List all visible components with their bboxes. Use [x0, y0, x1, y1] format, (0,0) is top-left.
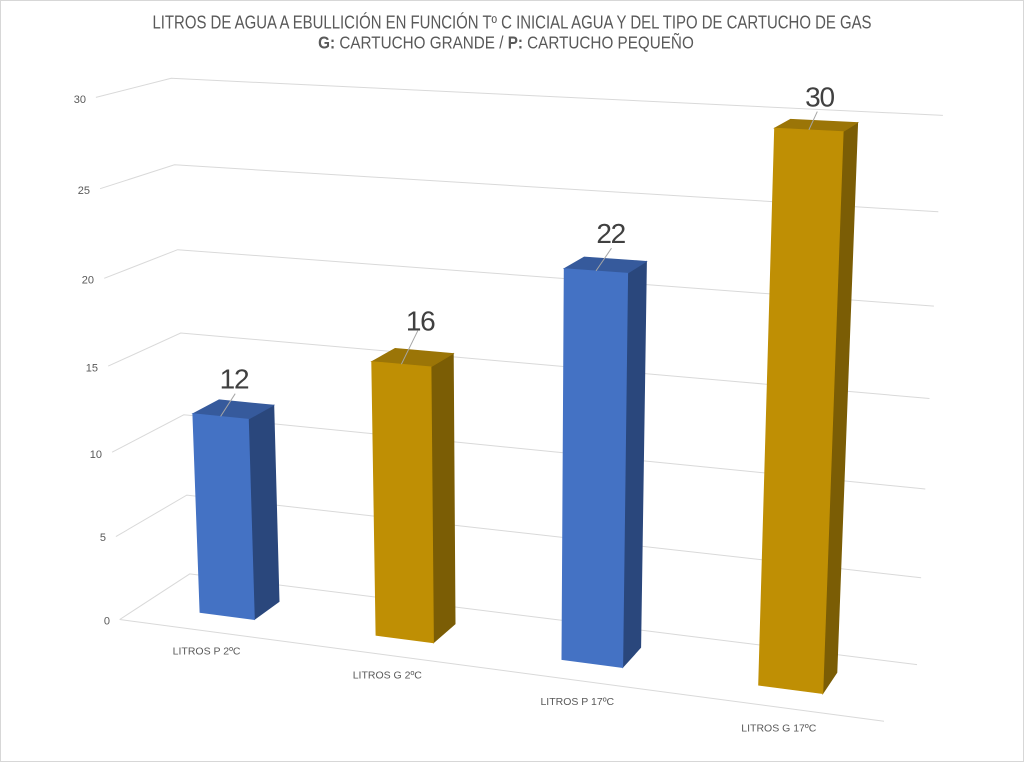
svg-text:22: 22: [596, 218, 625, 249]
svg-text:LITROS P 2ºC: LITROS P 2ºC: [173, 646, 241, 658]
svg-text:LITROS DE AGUA A EBULLICIÓN EN: LITROS DE AGUA A EBULLICIÓN EN FUNCIÓN T…: [152, 12, 871, 33]
svg-text:LITROS G 2ºC: LITROS G 2ºC: [353, 670, 423, 682]
svg-text:LITROS P 17ºC: LITROS P 17ºC: [540, 696, 614, 708]
svg-text:G: CARTUCHO GRANDE / P: CARTUC: G: CARTUCHO GRANDE / P: CARTUCHO PEQUEÑO: [318, 31, 694, 53]
svg-text:0: 0: [104, 615, 110, 627]
svg-text:30: 30: [74, 94, 86, 106]
svg-text:5: 5: [100, 532, 106, 544]
svg-text:30: 30: [805, 82, 834, 113]
svg-text:20: 20: [82, 274, 94, 286]
svg-text:12: 12: [220, 364, 249, 395]
svg-text:10: 10: [90, 449, 102, 461]
svg-text:LITROS G 17ºC: LITROS G 17ºC: [741, 723, 816, 735]
svg-text:25: 25: [78, 185, 90, 197]
svg-text:15: 15: [86, 362, 98, 374]
svg-text:16: 16: [406, 306, 435, 337]
